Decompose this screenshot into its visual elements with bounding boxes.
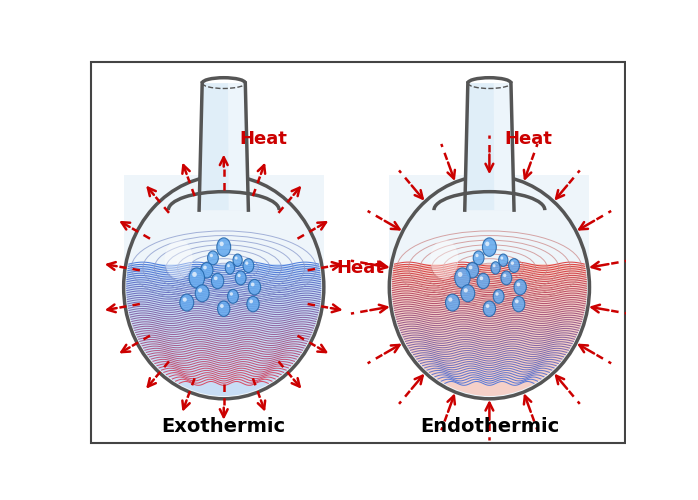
Ellipse shape — [218, 301, 230, 316]
Ellipse shape — [195, 285, 209, 302]
Ellipse shape — [248, 280, 261, 295]
Ellipse shape — [200, 262, 213, 278]
Ellipse shape — [448, 298, 452, 302]
Ellipse shape — [473, 251, 484, 265]
Bar — [124, 176, 324, 264]
Ellipse shape — [189, 268, 205, 288]
Ellipse shape — [251, 282, 255, 286]
Ellipse shape — [211, 274, 224, 288]
Bar — [389, 176, 590, 264]
Ellipse shape — [220, 242, 224, 246]
Ellipse shape — [498, 254, 508, 266]
Ellipse shape — [454, 268, 470, 288]
Text: Endothermic: Endothermic — [419, 417, 559, 436]
Ellipse shape — [235, 271, 246, 285]
Ellipse shape — [235, 256, 237, 260]
Ellipse shape — [475, 254, 479, 257]
Polygon shape — [199, 83, 248, 210]
Ellipse shape — [243, 258, 254, 272]
Ellipse shape — [493, 290, 504, 304]
Ellipse shape — [509, 258, 519, 272]
Ellipse shape — [389, 176, 590, 399]
Ellipse shape — [480, 276, 483, 280]
Ellipse shape — [203, 266, 207, 270]
Ellipse shape — [483, 301, 496, 316]
Ellipse shape — [501, 271, 512, 285]
Ellipse shape — [496, 292, 498, 296]
Ellipse shape — [214, 276, 218, 280]
Ellipse shape — [500, 256, 503, 260]
Ellipse shape — [227, 264, 230, 268]
Ellipse shape — [249, 300, 253, 304]
Ellipse shape — [463, 288, 468, 292]
Ellipse shape — [183, 298, 187, 302]
Ellipse shape — [458, 272, 463, 277]
Ellipse shape — [445, 294, 459, 311]
Ellipse shape — [209, 254, 213, 257]
Text: Heat: Heat — [239, 130, 287, 148]
Ellipse shape — [247, 296, 259, 312]
Ellipse shape — [511, 262, 514, 265]
Polygon shape — [465, 83, 514, 210]
Ellipse shape — [237, 274, 241, 277]
Ellipse shape — [124, 176, 324, 399]
Ellipse shape — [466, 262, 479, 278]
Ellipse shape — [482, 238, 496, 256]
Ellipse shape — [165, 240, 193, 279]
Ellipse shape — [515, 300, 519, 304]
Polygon shape — [493, 83, 514, 210]
Ellipse shape — [491, 262, 500, 274]
Ellipse shape — [461, 285, 475, 302]
Ellipse shape — [503, 274, 506, 277]
Ellipse shape — [514, 280, 526, 295]
Ellipse shape — [198, 288, 202, 292]
Ellipse shape — [180, 294, 194, 311]
Ellipse shape — [225, 262, 235, 274]
Ellipse shape — [207, 251, 218, 265]
Ellipse shape — [245, 262, 248, 265]
Ellipse shape — [230, 292, 233, 296]
Ellipse shape — [512, 296, 525, 312]
Ellipse shape — [431, 240, 459, 279]
Text: Exothermic: Exothermic — [162, 417, 285, 436]
Ellipse shape — [228, 290, 239, 304]
Ellipse shape — [517, 282, 520, 286]
Ellipse shape — [192, 272, 197, 277]
Polygon shape — [228, 83, 248, 210]
Ellipse shape — [477, 274, 489, 288]
Ellipse shape — [486, 304, 489, 308]
Ellipse shape — [126, 178, 321, 396]
Ellipse shape — [217, 238, 230, 256]
Ellipse shape — [392, 178, 587, 396]
Text: Heat: Heat — [505, 130, 553, 148]
Ellipse shape — [469, 266, 473, 270]
Ellipse shape — [220, 304, 224, 308]
Ellipse shape — [233, 254, 242, 266]
Text: Heat: Heat — [337, 259, 385, 277]
Ellipse shape — [493, 264, 496, 268]
Ellipse shape — [485, 242, 489, 246]
